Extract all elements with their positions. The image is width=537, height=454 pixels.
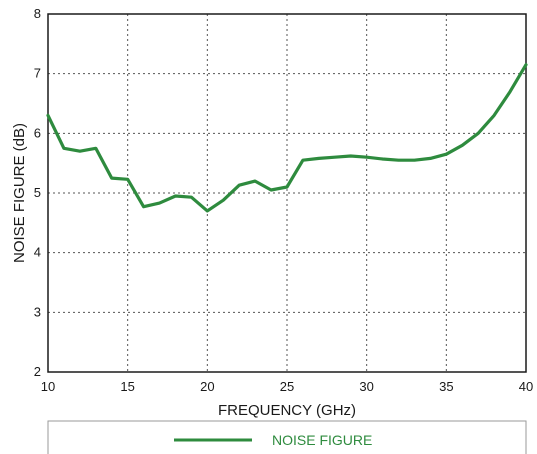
x-axis-title: FREQUENCY (GHz) [218,402,356,419]
x-tick-label: 25 [280,379,294,394]
x-tick-label: 30 [359,379,373,394]
plot-area-frame [47,13,527,373]
legend: NOISE FIGURE [47,420,527,454]
x-tick-labels: 10 15 20 25 30 35 40 [41,379,533,394]
y-tick-label: 6 [34,125,41,140]
x-tick-label: 40 [519,379,533,394]
x-tick-label: 10 [41,379,55,394]
series-layer [46,63,528,213]
y-tick-labels: 2 3 4 5 6 7 8 [34,6,41,379]
legend-box [47,420,527,454]
series-line-noise-figure [46,63,528,213]
y-tick-label: 8 [34,6,41,21]
x-tick-label: 35 [439,379,453,394]
legend-label-noise-figure: NOISE FIGURE [272,432,372,448]
y-tick-label: 3 [34,304,41,319]
y-tick-label: 2 [34,364,41,379]
y-axis-title: NOISE FIGURE (dB) [11,123,28,263]
x-tick-label: 20 [200,379,214,394]
grid-lines [48,14,526,372]
x-tick-label: 15 [120,379,134,394]
y-tick-label: 5 [34,185,41,200]
y-tick-label: 7 [34,66,41,81]
y-tick-label: 4 [34,245,41,260]
